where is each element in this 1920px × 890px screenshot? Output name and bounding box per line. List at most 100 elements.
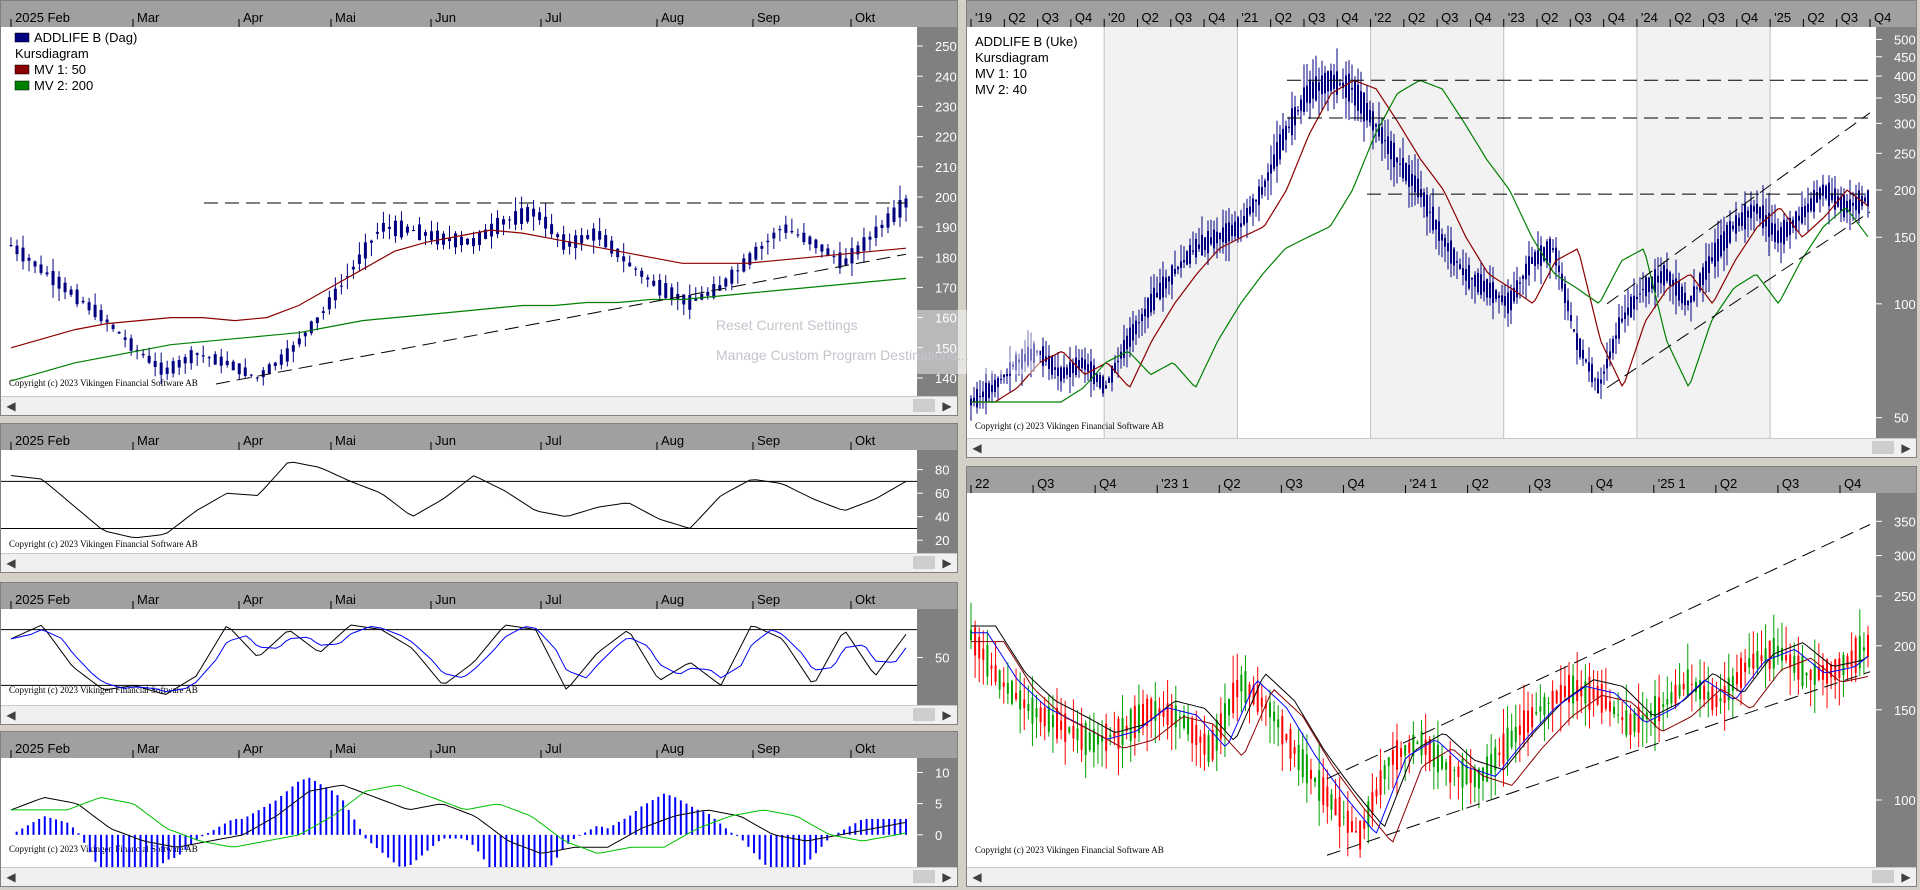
stochastic-scrollbar[interactable]: ◀ ▶ (1, 705, 957, 724)
price-candle-body (1522, 710, 1525, 742)
price-candle-body (1504, 296, 1506, 306)
price-candle-body (1678, 684, 1681, 697)
price-candle-body (1423, 192, 1425, 207)
scroll-left-icon[interactable]: ◀ (972, 870, 982, 884)
menu-item-manage-destinations[interactable]: Manage Custom Program Destinations... (716, 347, 969, 363)
scroll-thumb[interactable] (1872, 870, 1894, 883)
price-candle-body (1445, 762, 1448, 770)
scroll-thumb[interactable] (913, 870, 935, 883)
scroll-right-icon[interactable]: ▶ (1901, 870, 1911, 884)
price-candle-body (1132, 324, 1134, 341)
price-candle-body (1555, 247, 1557, 266)
scroll-thumb[interactable] (913, 708, 935, 721)
price-candle-body (892, 207, 896, 222)
price-candle-body (610, 240, 614, 254)
scroll-left-icon[interactable]: ◀ (6, 870, 16, 884)
price-tick-label: 180 (935, 250, 957, 265)
price-candle-body (1768, 640, 1771, 669)
price-candle-body (1576, 333, 1578, 350)
price-candle-body (1654, 696, 1657, 728)
price-candle-body (1490, 754, 1493, 774)
price-candle-body (991, 385, 993, 393)
scroll-thumb[interactable] (1872, 441, 1894, 454)
scroll-thumb[interactable] (913, 399, 935, 412)
price-candle-body (1334, 798, 1337, 816)
price-candle-body (1207, 231, 1209, 254)
price-candle-body (1675, 278, 1677, 296)
time-tick-label: Aug (661, 10, 684, 25)
scroll-left-icon[interactable]: ◀ (6, 399, 16, 413)
price-candle-body (1477, 272, 1479, 293)
daily-price-panel[interactable]: 2025 Feb Mar Apr Mai Jun Jul Aug Sep Okt Copyrigh… (0, 0, 958, 416)
candle-panel[interactable]: 22 Q3 Q4 '23 1 Q2 Q3 Q4 '24 1 Q2 Q3 Q4 '25 1 Q2 Q3 Q4 C… (966, 466, 1917, 887)
price-candle-body (808, 236, 812, 245)
price-candle-body (1780, 226, 1782, 243)
price-candle-body (688, 295, 692, 310)
price-candle-body (1000, 379, 1002, 381)
copyright-text: Copyright (c) 2023 Vikingen Financial So… (9, 844, 198, 854)
scroll-thumb[interactable] (913, 556, 935, 569)
price-candle-body (1294, 106, 1296, 126)
price-tick-label: 40 (935, 510, 949, 525)
time-tick-label: Q4 (1844, 476, 1861, 491)
price-candle-body (568, 241, 572, 247)
weekly-price-panel[interactable]: '19 Q2 Q3 Q4 '20 Q2 Q3 Q4 '21 Q2 Q3 Q4 '22 Q2 Q3 Q4 '23 Q… (966, 0, 1917, 458)
price-candle-body (1405, 162, 1407, 182)
price-candle-body (676, 293, 680, 300)
price-candle-body (1663, 265, 1665, 286)
price-candle-body (1534, 251, 1536, 266)
scroll-right-icon[interactable]: ▶ (942, 870, 952, 884)
price-candle-body (1867, 634, 1869, 657)
price-candle-body (1035, 708, 1038, 718)
price-candle-body (1348, 73, 1350, 102)
daily-scrollbar[interactable]: ◀ ▶ (1, 396, 957, 415)
price-candle-body (1684, 292, 1686, 306)
price-candle-body (1576, 679, 1579, 702)
scroll-left-icon[interactable]: ◀ (6, 708, 16, 722)
weekly-scrollbar[interactable]: ◀ ▶ (967, 438, 1916, 457)
time-tick-label: 22 (975, 476, 989, 491)
price-candle-body (1540, 245, 1542, 266)
candle-scrollbar[interactable]: ◀ ▶ (967, 867, 1916, 886)
stochastic-panel[interactable]: 2025 Feb Mar Apr Mai Jun Jul Aug Sep Okt Copyrigh… (0, 582, 958, 725)
price-candle-body (1182, 714, 1185, 728)
price-candle-body (1417, 178, 1419, 198)
price-candle-body (39, 264, 43, 273)
price-candle-body (1658, 697, 1661, 722)
rsi-panel[interactable]: 2025 Feb Mar Apr Mai Jun Jul Aug Sep Okt Copyrigh… (0, 423, 958, 573)
price-tick-label: 250 (1894, 589, 1916, 604)
price-candle-body (1424, 739, 1427, 755)
macd-panel[interactable]: 2025 Feb Mar Apr Mai Jun Jul Aug Sep Okt Copyrigh… (0, 731, 958, 887)
time-tick-label: '24 1 (1410, 476, 1438, 491)
scroll-right-icon[interactable]: ▶ (942, 708, 952, 722)
price-candle-body (1256, 684, 1259, 712)
price-candle-body (147, 355, 151, 363)
legend-swatch (14, 64, 30, 75)
scroll-right-icon[interactable]: ▶ (942, 399, 952, 413)
price-candle-body (1495, 290, 1497, 299)
price-tick-label: 200 (1894, 183, 1916, 198)
price-candle-body (1236, 679, 1239, 698)
scroll-right-icon[interactable]: ▶ (942, 556, 952, 570)
rsi-scrollbar[interactable]: ◀ ▶ (1, 553, 957, 572)
price-candle-body (832, 256, 836, 258)
price-candle-body (183, 357, 187, 364)
price-candle-body (1609, 351, 1611, 359)
price-candle-body (586, 235, 590, 239)
scroll-right-icon[interactable]: ▶ (1901, 441, 1911, 455)
price-candle-body (1682, 683, 1685, 690)
price-candle-body (1735, 672, 1738, 685)
price-tick-label: 100 (1894, 793, 1916, 808)
price-axis-bar (917, 450, 957, 554)
price-candle-body (544, 216, 548, 229)
scroll-left-icon[interactable]: ◀ (972, 441, 982, 455)
time-tick-label: Q3 (1534, 476, 1551, 491)
price-candle-body (1461, 758, 1464, 788)
menu-item-reset-settings[interactable]: Reset Current Settings (716, 317, 858, 333)
time-tick-label: Q3 (1042, 10, 1059, 25)
time-axis-bar (1, 583, 957, 609)
macd-scrollbar[interactable]: ◀ ▶ (1, 867, 957, 886)
scroll-left-icon[interactable]: ◀ (6, 556, 16, 570)
price-candle-body (1051, 356, 1053, 375)
price-candle-body (1111, 365, 1113, 383)
